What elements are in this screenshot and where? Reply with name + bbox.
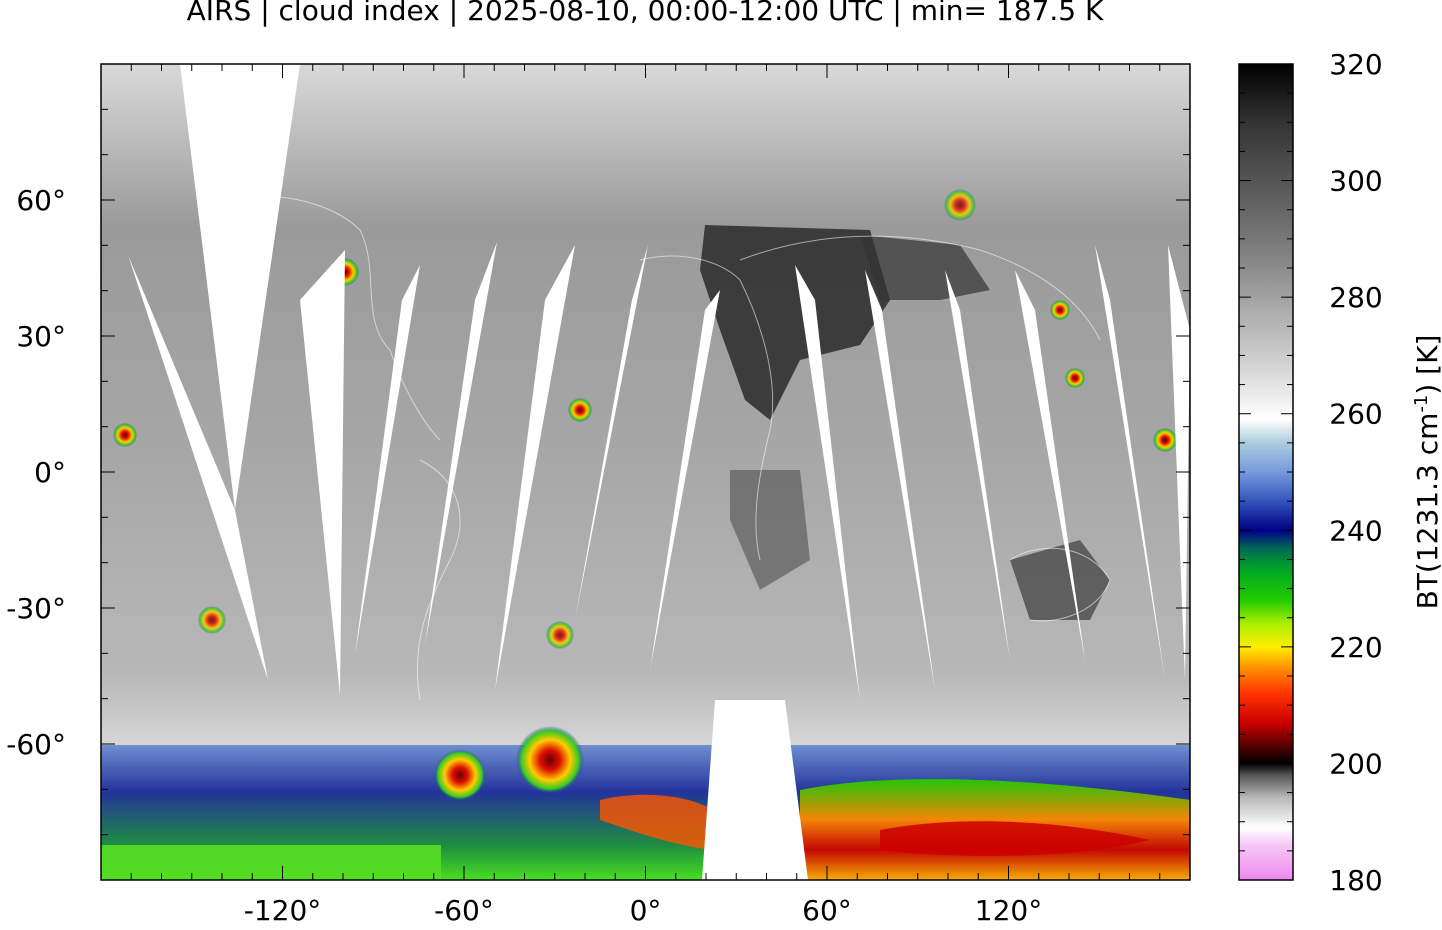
orbit-gap [650,290,720,670]
x-tick-label: -60° [434,894,494,927]
colorbar-label: BT(1231.3 cm-1) [K] [1411,335,1442,610]
south-pacific-cloud [198,606,226,634]
y-tick-label: 60° [16,184,66,217]
colorbar-label-tail: ) [K] [1411,335,1442,395]
colorbar-label-superscript: -1 [1411,395,1432,413]
orbit-gap [300,250,345,695]
antarctic-red-core [880,821,1150,856]
colorbar-label-main: BT(1231.3 cm [1411,413,1442,610]
colorbar-tick-label: 280 [1329,281,1382,314]
y-tick-label: 30° [16,320,66,353]
asia-convective-cell [1050,300,1070,320]
orbit-gap [495,245,575,690]
orbit-gap [575,245,648,620]
australia-hot-land [1010,540,1110,620]
pacific-convective-cell [1065,368,1085,388]
y-tick-label: 0° [34,456,66,489]
x-tick-label: 120° [975,894,1042,927]
colorbar-tick-marks [1239,63,1293,881]
coastlines [229,195,1111,701]
orbit-gap [795,265,860,700]
latitude-tick-labels: 60° 30° 0° -30° -60° [6,184,66,761]
orbit-gap [1168,245,1190,680]
brightness-temperature-map [101,64,1190,880]
orbit-gaps [128,64,1190,880]
y-tick-label: -30° [6,592,66,625]
africa-south-land [730,470,810,590]
orbit-gap [355,265,420,655]
east-pacific-convective-cell [113,423,137,447]
south-pacific-green-band [101,845,441,880]
orbit-gap [1095,245,1165,680]
atlantic-convective-cell [568,398,592,422]
central-asia-hot-land [860,235,990,300]
x-tick-label: 60° [802,894,852,927]
colorbar-tick-labels: 320 300 280 260 240 220 200 180 [1329,48,1382,897]
map-title: AIRS | cloud index | 2025-08-10, 00:00-1… [186,0,1104,27]
orbit-gap [945,270,1010,660]
orbit-gap [702,700,808,880]
map-background [101,64,1190,880]
southern-cyclone-storm-2 [434,749,486,801]
colorbar [1239,64,1293,880]
sahara-hot-land [700,225,890,420]
orbit-gap [1015,270,1085,660]
longitude-tick-labels: -120° -60° 0° 60° 120° [244,894,1043,927]
orbit-gap [865,270,935,690]
x-tick-label: 0° [630,894,662,927]
orbit-gap [128,255,268,680]
colorbar-tick-label: 180 [1329,864,1382,897]
south-atlantic-cloud [546,621,574,649]
x-tick-label: -120° [244,894,322,927]
colorbar-tick-label: 240 [1329,514,1382,547]
orbit-gap [425,242,497,645]
colorbar-tick-label: 200 [1329,747,1382,780]
colorbar-tick-label: 260 [1329,398,1382,431]
southern-cyclone-storm [516,726,584,794]
colorbar-tick-label: 300 [1329,165,1382,198]
map-tick-marks [100,63,1191,881]
western-pacific-convective-cell [1153,428,1177,452]
colorbar-tick-label: 320 [1329,48,1382,81]
orbit-gap [180,64,300,510]
north-atlantic-cloud [944,189,976,221]
colorbar-tick-label: 220 [1329,631,1382,664]
south-atlantic-cold-band [600,794,712,850]
y-tick-label: -60° [6,728,66,761]
